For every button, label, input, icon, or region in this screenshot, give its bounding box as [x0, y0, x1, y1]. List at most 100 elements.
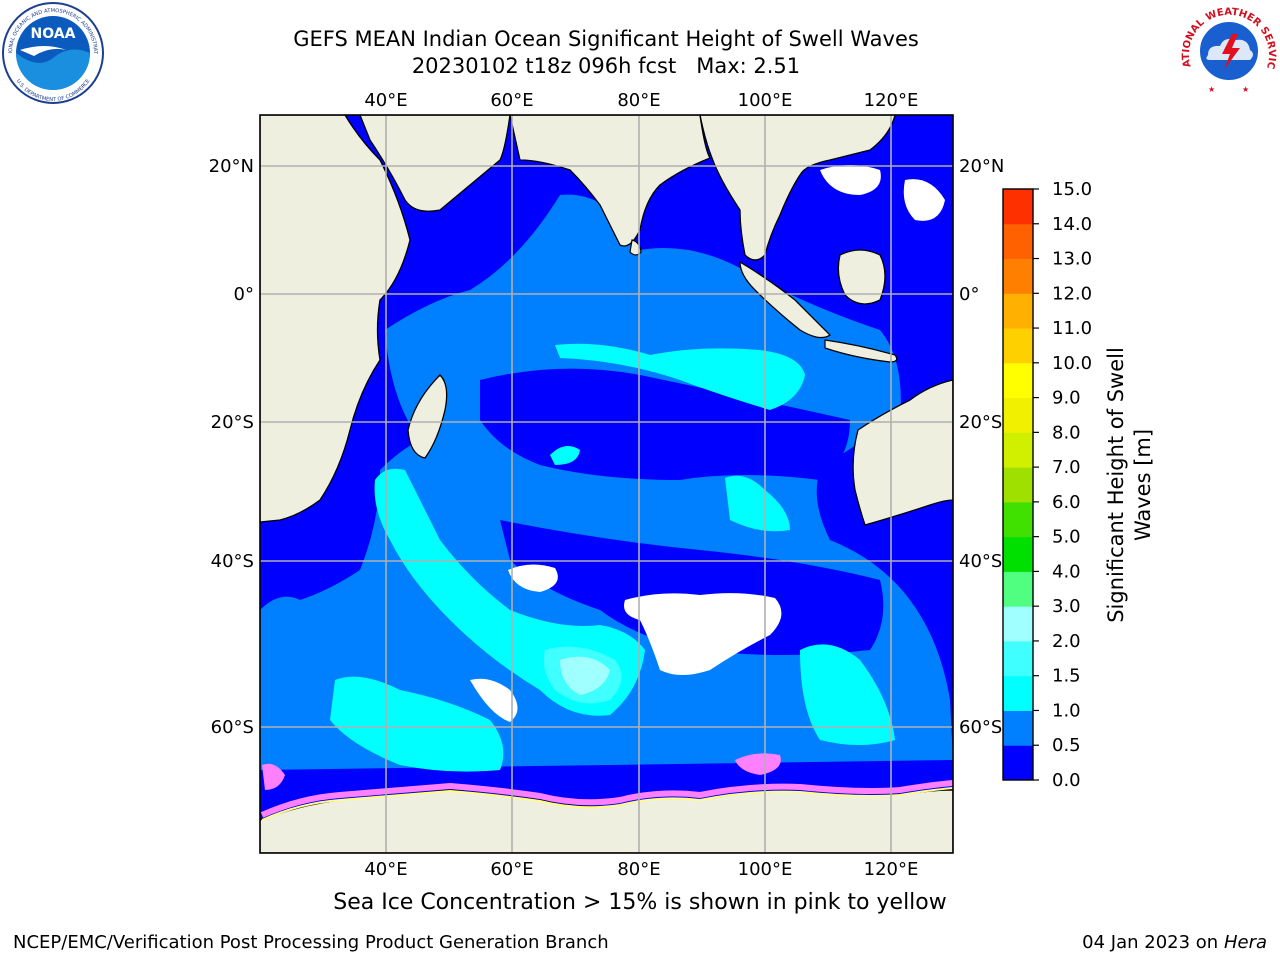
lon-label: 80°E — [617, 859, 660, 880]
colorbar-segment — [1003, 606, 1033, 642]
masked-area-e — [903, 179, 945, 221]
svg-text:★: ★ — [1242, 85, 1249, 94]
map-area — [260, 115, 953, 853]
colorbar-frame — [1002, 188, 1034, 781]
colorbar-tick-label: 7.0 — [1052, 457, 1081, 478]
lon-label: 80°E — [617, 90, 660, 111]
colorbar-segment — [1003, 432, 1033, 468]
land-india — [509, 115, 711, 247]
lat-labels-left: 20°N 0° 20°S 40°S 60°S — [209, 156, 254, 738]
colorbar-tick-label: 13.0 — [1052, 249, 1092, 270]
lon-label: 60°E — [490, 859, 533, 880]
colorbar-tick-label: 9.0 — [1052, 388, 1081, 409]
swell-zone-1.0-1.5-f — [550, 446, 580, 465]
swell-zone-1.0-1.5-d — [800, 644, 895, 745]
colorbar-label: Significant Height of Swell Waves [m] — [1104, 347, 1155, 623]
lat-label: 0° — [959, 284, 979, 305]
svg-text:★: ★ — [1208, 85, 1215, 94]
colorbar-tick-label: 4.0 — [1052, 561, 1081, 582]
svg-text:NOAA: NOAA — [31, 26, 76, 42]
land-australia — [852, 379, 953, 526]
colorbar-segment — [1003, 397, 1033, 433]
colorbar-segment — [1003, 536, 1033, 572]
colorbar-tick-label: 6.0 — [1052, 492, 1081, 513]
lat-label: 20°N — [959, 156, 1004, 177]
lon-label: 120°E — [864, 90, 919, 111]
masked-area-a — [624, 593, 782, 675]
colorbar-tick-label: 11.0 — [1052, 318, 1092, 339]
lat-label: 20°S — [211, 412, 254, 433]
land-borneo — [837, 249, 886, 305]
colorbar-tick-label: 2.0 — [1052, 631, 1081, 652]
colorbar-segment — [1003, 745, 1033, 781]
colorbar-segment — [1003, 710, 1033, 746]
footer-date-text: 04 Jan 2023 on — [1082, 932, 1219, 953]
sea-ice-patch — [735, 753, 781, 775]
lat-label: 40°S — [211, 551, 254, 572]
masked-area-b — [508, 564, 558, 592]
footer-producer: NCEP/EMC/Verification Post Processing Pr… — [13, 932, 609, 953]
swell-zone-southband — [500, 520, 884, 655]
chart-title: GEFS MEAN Indian Ocean Significant Heigh… — [293, 27, 919, 51]
sea-ice-fringe — [260, 780, 953, 818]
colorbar-tick-label: 10.0 — [1052, 353, 1092, 374]
footer-host: Hera — [1223, 932, 1267, 953]
footer-date: 04 Jan 2023 on Hera — [1082, 932, 1267, 953]
swell-zone-2.0-3.0 — [560, 656, 610, 695]
colorbar-segment — [1003, 675, 1033, 711]
colorbar-tick-label: 15.0 — [1052, 179, 1092, 200]
masked-area-d — [820, 165, 881, 195]
lat-label: 60°S — [211, 717, 254, 738]
land-java — [824, 339, 898, 363]
lat-label: 60°S — [959, 717, 1002, 738]
colorbar-tick-label: 1.5 — [1052, 666, 1081, 687]
sea-ice-patch-left — [262, 763, 285, 790]
noaa-logo-icon: NOAA NATIONAL OCEANIC AND ATMOSPHERIC AD… — [0, 0, 104, 104]
colorbar-tick-label: 8.0 — [1052, 422, 1081, 443]
colorbar-label-line2: Waves [m] — [1131, 429, 1155, 541]
colorbar-tick-label: 3.0 — [1052, 596, 1081, 617]
land-se-asia — [699, 115, 896, 261]
colorbar-tick-label: 1.0 — [1052, 700, 1081, 721]
colorbar-segment — [1003, 501, 1033, 538]
lon-labels-bottom: 40°E 60°E 80°E 100°E 120°E — [364, 859, 918, 880]
lon-labels-top: 40°E 60°E 80°E 100°E 120°E — [364, 90, 918, 111]
lat-labels-right: 20°N 0° 20°S 40°S 60°S — [959, 156, 1004, 738]
colorbar-tick-label: 5.0 — [1052, 527, 1081, 548]
colorbar-segment — [1003, 571, 1033, 607]
swell-zone-1.0-1.5-e — [725, 475, 790, 532]
gridlines — [260, 115, 953, 853]
map-frame — [259, 114, 954, 854]
colorbar-tick-label: 14.0 — [1052, 214, 1092, 235]
sea-ice-fringe-yellow — [261, 787, 953, 821]
colorbar-segment — [1003, 362, 1033, 399]
masked-area-c — [470, 678, 518, 722]
land-arabia — [359, 115, 511, 212]
lon-label: 60°E — [490, 90, 533, 111]
colorbar-tick-label: 0.5 — [1052, 735, 1081, 756]
colorbar-segment — [1003, 328, 1033, 364]
colorbar-segment — [1003, 467, 1033, 503]
colorbar-tick-label: 12.0 — [1052, 283, 1092, 304]
swell-zone-1.0-1.5-c — [330, 676, 504, 772]
colorbar-segment — [1003, 258, 1033, 294]
lat-label: 40°S — [959, 551, 1002, 572]
lat-label: 20°S — [959, 412, 1002, 433]
lon-label: 100°E — [738, 859, 793, 880]
colorbar-segment — [1003, 293, 1033, 329]
land-africa — [260, 115, 411, 523]
colorbar-segment — [1003, 223, 1033, 260]
lon-label: 40°E — [364, 90, 407, 111]
lat-label: 20°N — [209, 156, 254, 177]
lon-label: 40°E — [364, 859, 407, 880]
swell-zone-1.0-1.5-b — [555, 343, 805, 410]
land-madagascar — [407, 374, 448, 459]
chart-subtitle: 20230102 t18z 096h fcst Max: 2.51 — [411, 54, 801, 78]
colorbar-tick-label: 0.0 — [1052, 770, 1081, 791]
colorbar-label-line1: Significant Height of Swell — [1104, 347, 1128, 623]
colorbar: 0.0 0.5 1.0 1.5 2.0 3.0 4.0 5.0 6.0 7.0 8.0 9.0 10.0… — [1002, 179, 1092, 791]
lon-label: 100°E — [738, 90, 793, 111]
nws-logo-icon: NATIONAL WEATHER SERVICE ★ ★ — [1178, 0, 1277, 99]
lon-label: 120°E — [864, 859, 919, 880]
